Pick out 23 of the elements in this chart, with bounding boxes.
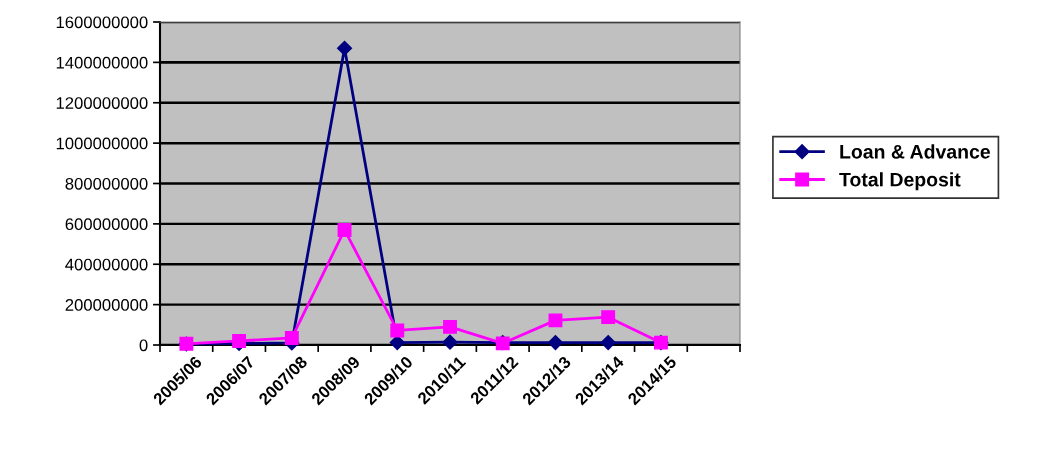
y-tick-label: 1400000000 [56, 56, 148, 69]
y-tick-label: 1000000000 [56, 137, 148, 150]
y-tick-label: 200000000 [65, 299, 148, 311]
point [284, 330, 299, 345]
point [443, 319, 457, 334]
y-tick-label: 400000000 [65, 258, 148, 271]
legend-label: Total Deposit [839, 172, 961, 191]
point [601, 310, 616, 325]
y-tick-label: 1600000000 [56, 16, 148, 29]
point [389, 335, 405, 351]
point [442, 334, 458, 350]
point [337, 222, 352, 237]
legend-label: Loan & Advance [840, 144, 990, 159]
point [336, 40, 353, 56]
point [548, 313, 563, 328]
y-tick-label: 600000000 [65, 218, 148, 231]
point [232, 334, 247, 348]
y-tick-label: 0 [139, 339, 148, 352]
y-tick-label: 1200000000 [56, 97, 148, 109]
point [600, 335, 616, 351]
y-tick-label: 800000000 [65, 177, 148, 190]
point [390, 323, 405, 338]
point [547, 335, 564, 351]
